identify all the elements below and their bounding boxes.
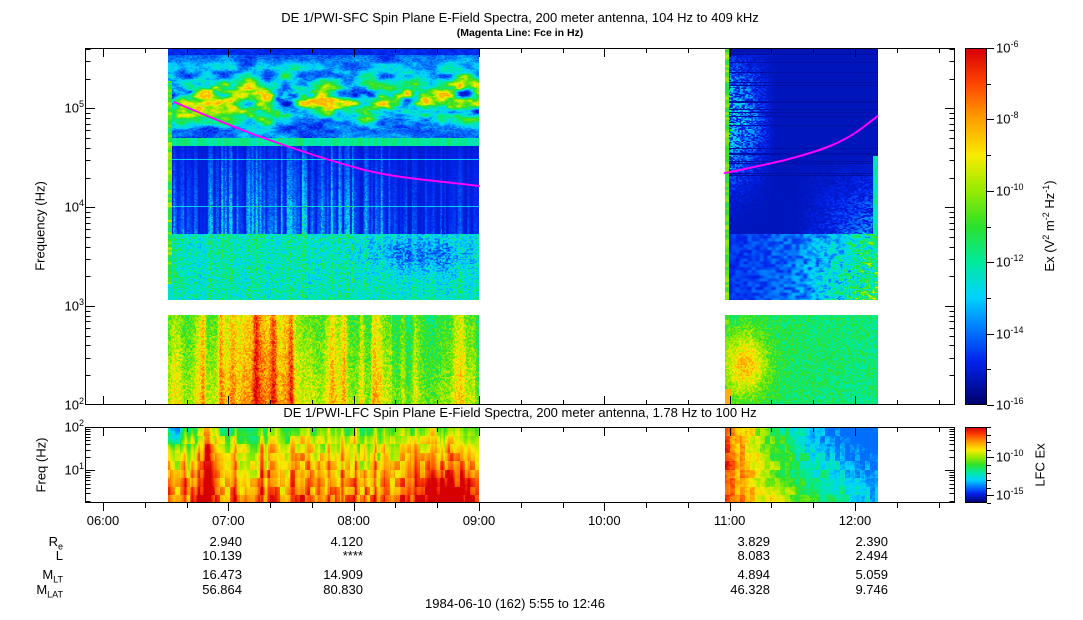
lfc-colorbar-tick [987, 427, 991, 428]
sfc-y-axis-label: Frequency (Hz) [32, 181, 48, 271]
lfc-colorbar [965, 427, 987, 503]
time-axis-tick [604, 503, 605, 511]
ephemeris-value: 56.864 [202, 582, 242, 597]
ephemeris-value: 16.473 [202, 567, 242, 582]
sfc-colorbar-tick [987, 48, 994, 49]
ephemeris-value: 46.328 [730, 582, 770, 597]
lfc-colorbar-tick-label: 10-10 [996, 448, 1024, 465]
sfc-colorbar-tick [987, 84, 991, 85]
time-tick-label: 07:00 [212, 513, 245, 528]
lfc-panel-title: DE 1/PWI-LFC Spin Plane E-Field Spectra,… [283, 405, 757, 420]
lfc-colorbar-tick [987, 457, 994, 458]
sfc-y-tick-label: 103 [64, 297, 84, 314]
date-range: 1984-06-10 (162) 5:55 to 12:46 [425, 596, 605, 611]
time-axis-tick [437, 503, 438, 508]
sfc-colorbar-label: Ex (V2 m-2 Hz-1) [1040, 180, 1058, 272]
lfc-spectrogram-canvas [85, 427, 955, 503]
ephemeris-row-label: MLT [42, 567, 63, 585]
time-axis-tick [521, 503, 522, 508]
sfc-colorbar-tick [987, 262, 994, 263]
time-tick-label: 12:00 [838, 513, 872, 528]
time-axis-tick [813, 503, 814, 508]
sfc-colorbar-tick [987, 369, 991, 370]
lfc-colorbar-tick [987, 450, 991, 451]
time-axis-tick [187, 503, 188, 508]
sfc-colorbar-tick-label: 10-14 [996, 324, 1024, 341]
lfc-colorbar-tick [987, 442, 991, 443]
sfc-y-tick-label: 102 [64, 396, 84, 413]
lfc-colorbar-tick-label: 10-15 [996, 486, 1024, 503]
lfc-colorbar-tick [987, 495, 994, 496]
ephemeris-value: 8.083 [737, 548, 770, 563]
lfc-colorbar-tick [987, 473, 991, 474]
ephemeris-value: 2.940 [209, 534, 242, 549]
lfc-colorbar-tick [987, 488, 991, 489]
time-axis-tick [145, 503, 146, 508]
lfc-colorbar-tick [987, 480, 991, 481]
time-axis-tick [771, 503, 772, 508]
lfc-colorbar-tick [987, 435, 991, 436]
sfc-colorbar-tick-label: 10-12 [996, 253, 1024, 270]
sfc-colorbar-tick [987, 227, 991, 228]
time-axis-tick [897, 503, 898, 508]
sfc-colorbar-tick-label: 10-8 [996, 110, 1019, 127]
lfc-colorbar-tick [987, 503, 991, 504]
time-axis-tick [103, 503, 104, 511]
ephemeris-row-label: MLAT [36, 582, 63, 600]
ephemeris-value: 9.746 [855, 582, 888, 597]
ephemeris-value: 5.059 [855, 567, 888, 582]
ephemeris-row-label: Re [48, 534, 63, 552]
ephemeris-value: 4.894 [737, 567, 770, 582]
sfc-spectrogram-canvas [85, 48, 955, 405]
time-tick-label: 08:00 [337, 513, 370, 528]
sfc-colorbar-tick [987, 119, 994, 120]
time-axis-tick [855, 503, 856, 511]
ephemeris-value: 80.830 [323, 582, 363, 597]
time-tick-label: 10:00 [588, 513, 621, 528]
time-axis-tick [688, 503, 689, 508]
time-axis-tick [270, 503, 271, 508]
sfc-colorbar-tick [987, 334, 994, 335]
sfc-colorbar-tick-label: 10-6 [996, 39, 1019, 56]
time-axis-tick [395, 503, 396, 508]
ephemeris-value: 10.139 [202, 548, 242, 563]
sfc-colorbar-tick-label: 10-16 [996, 396, 1024, 413]
sfc-colorbar-tick [987, 191, 994, 192]
ephemeris-value: 3.829 [737, 534, 770, 549]
sfc-colorbar [965, 48, 987, 405]
sfc-colorbar-tick [987, 298, 991, 299]
page-title: DE 1/PWI-SFC Spin Plane E-Field Spectra,… [281, 10, 759, 25]
lfc-y-tick-label: 101 [64, 461, 84, 478]
ephemeris-value: 4.120 [330, 534, 363, 549]
page-subtitle: (Magenta Line: Fce in Hz) [456, 27, 584, 39]
time-axis-tick [730, 503, 731, 511]
time-axis-tick [646, 503, 647, 508]
ephemeris-row-label: L [55, 548, 63, 563]
time-tick-label: 11:00 [713, 513, 746, 528]
sfc-colorbar-tick [987, 155, 991, 156]
time-tick-label: 06:00 [86, 513, 120, 528]
time-axis-tick [228, 503, 229, 511]
ephemeris-value: **** [342, 548, 363, 563]
time-axis-tick [312, 503, 313, 508]
time-axis-tick [354, 503, 355, 511]
lfc-y-tick-label: 102 [64, 418, 84, 435]
ephemeris-value: 2.494 [855, 548, 888, 563]
ephemeris-value: 14.909 [323, 567, 363, 582]
sfc-y-tick-label: 104 [64, 198, 84, 215]
time-axis-tick [479, 503, 480, 511]
time-axis-tick [939, 503, 940, 508]
sfc-colorbar-tick-label: 10-10 [996, 181, 1024, 199]
sfc-y-tick-label: 105 [64, 99, 84, 116]
time-axis-tick [563, 503, 564, 508]
time-axis-ticks [85, 503, 955, 513]
lfc-colorbar-tick [987, 465, 991, 466]
ephemeris-value: 2.390 [855, 534, 888, 549]
time-tick-label: 09:00 [462, 513, 496, 528]
sfc-colorbar-tick [987, 405, 994, 406]
